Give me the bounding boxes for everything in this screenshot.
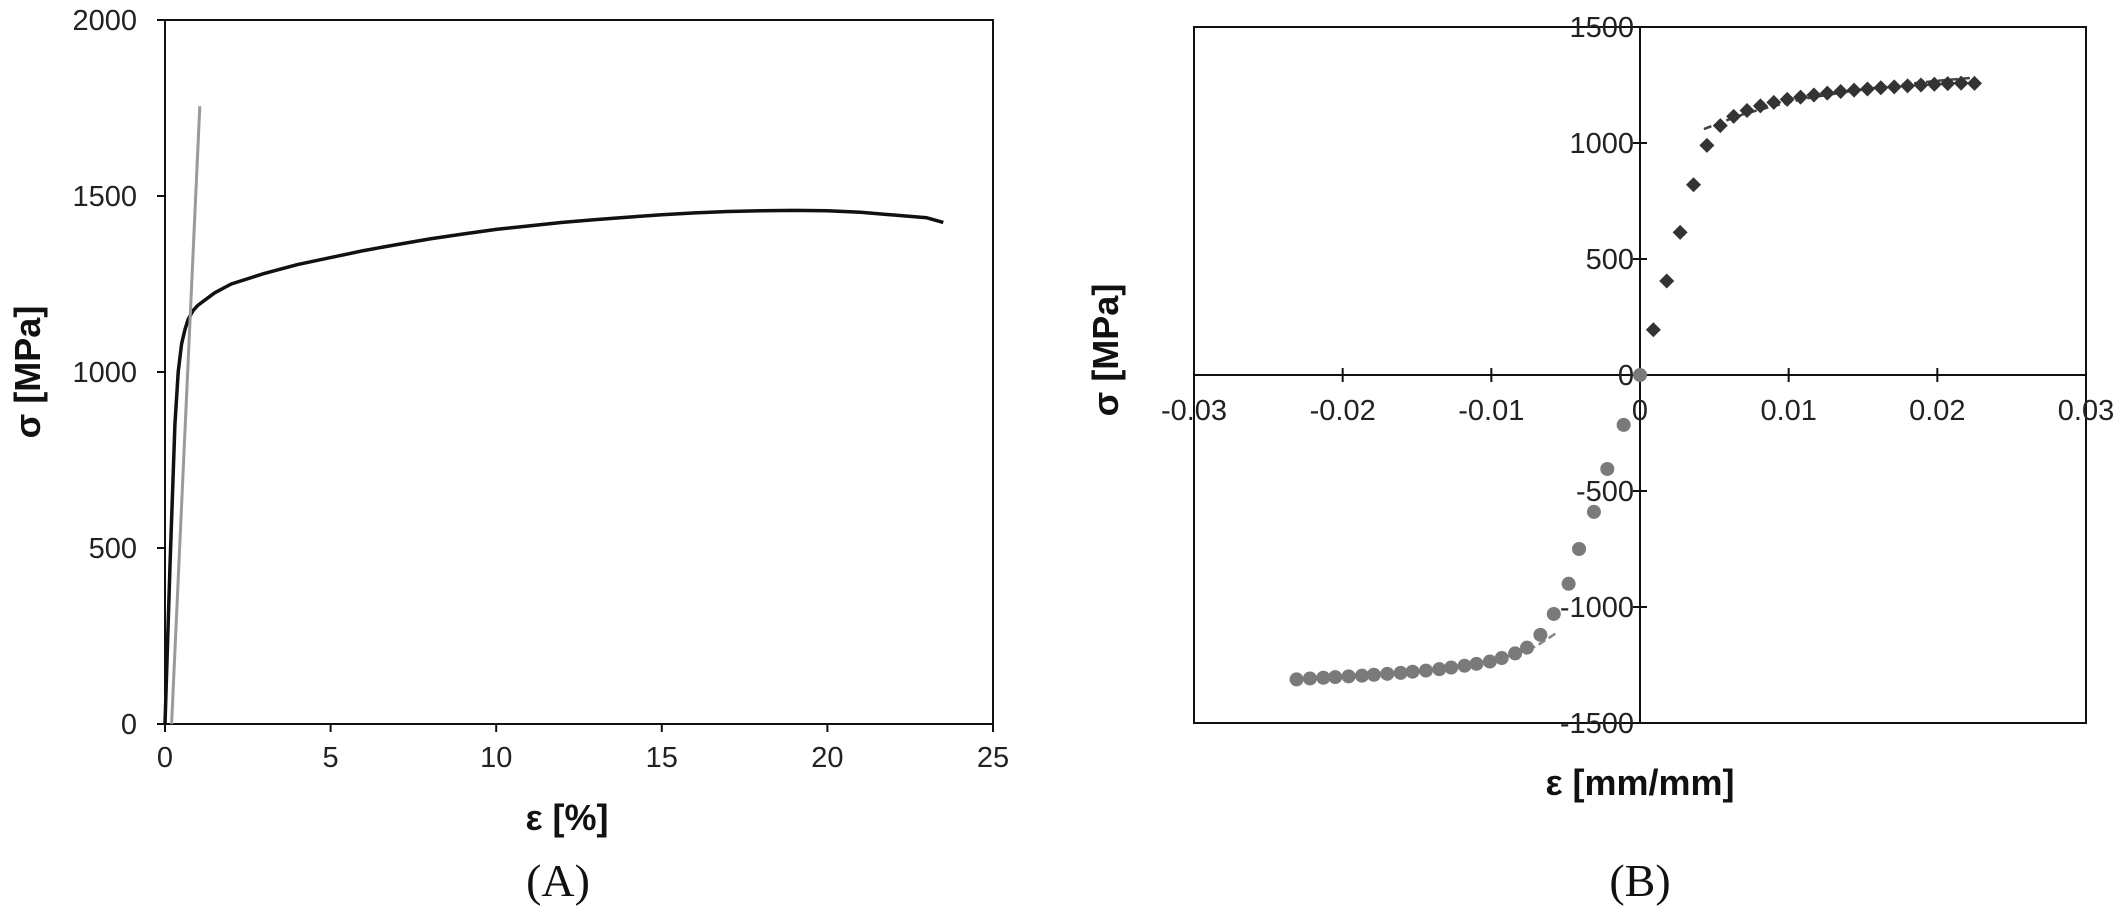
panel-a-label: (A) — [526, 855, 590, 906]
panel-b-y-tick-label: 1000 — [1569, 128, 1634, 160]
panel-a-plot-frame — [164, 19, 994, 725]
panel-b-tension-point — [1659, 273, 1675, 289]
panel-a-y-tick-label: 1500 — [72, 181, 137, 213]
panel-a-elastic-line — [170, 106, 202, 725]
panel-b-tension-point — [1846, 82, 1862, 98]
panel-b-y-axis-title: σ [MPa] — [1085, 284, 1126, 417]
panel-b-compression-point — [1457, 658, 1472, 673]
panel-b-compression-point — [1444, 660, 1459, 675]
panel-b-compression-point — [1469, 656, 1484, 671]
panel-b-y-tick-label: -1500 — [1560, 708, 1634, 740]
panel-b-x-tick-label: 0 — [1632, 395, 1648, 427]
panel-a-x-tick-label: 15 — [646, 742, 678, 774]
panel-b-compression-point — [1405, 664, 1420, 679]
panel-b-tension-point — [1779, 91, 1795, 107]
panel-b-tension-point — [1967, 75, 1982, 91]
panel-b-tension-point — [1699, 137, 1715, 153]
panel-b-tension-point — [1819, 85, 1835, 101]
panel-b-compression-point — [1600, 461, 1615, 476]
panel-a-series — [163, 106, 944, 725]
panel-a-y-tick-label: 500 — [89, 533, 137, 565]
panel-a-stress-strain-curve — [163, 208, 944, 725]
panel-b-compression-point — [1520, 640, 1535, 655]
panel-b-tension-point — [1726, 108, 1742, 124]
panel-b-y-tick-label: 0 — [1618, 360, 1634, 392]
panel-b-x-tick-labels: -0.03 -0.02 -0.01 0 0.01 0.02 0.03 — [1161, 395, 2114, 427]
panel-b-y-tick-labels: -1500 -1000 -500 0 500 1000 1500 — [1560, 12, 1634, 740]
panel-b-compression-point — [1546, 606, 1561, 621]
panel-b-compression-point — [1380, 666, 1395, 681]
panel-a-tick-marks — [157, 19, 994, 732]
panel-b-compression-point — [1366, 667, 1381, 682]
panel-b-y-tick-label: -500 — [1576, 476, 1634, 508]
panel-b-tension-point — [1752, 98, 1768, 114]
panel-b-x-axis-title: ε [mm/mm] — [1545, 762, 1734, 803]
panel-b-y-tick-label: -1000 — [1560, 592, 1634, 624]
panel-b-compression-point — [1432, 662, 1447, 677]
panel-a-y-tick-label: 1000 — [72, 357, 137, 389]
panel-b-tension-point — [1672, 224, 1688, 240]
panel-b-compression-point — [1616, 417, 1631, 432]
panel-b-y-tick-label: 500 — [1586, 244, 1634, 276]
panel-b-tension-point — [1900, 78, 1916, 94]
panel-b-compression-point — [1393, 665, 1408, 680]
panel-b-tension-point — [1873, 80, 1889, 96]
panel-b-compression-point — [1533, 627, 1548, 642]
panel-b-tension-point — [1833, 83, 1849, 99]
panel-a-y-axis-title: σ [MPa] — [7, 306, 48, 439]
panel-b-tension-point — [1645, 322, 1661, 338]
panel-a-x-tick-label: 0 — [157, 742, 173, 774]
panel-b-tension-point — [1940, 76, 1956, 92]
panel-b-tension-point — [1953, 75, 1969, 91]
panel-b-chart: -0.03 -0.02 -0.01 0 0.01 0.02 0.03 -1500-1000-… — [1085, 12, 2114, 906]
panel-b-y-tick-label: 1500 — [1569, 12, 1634, 44]
panel-b-compression-point — [1586, 504, 1601, 519]
panel-b-compression-point — [1418, 663, 1433, 678]
panel-b-x-tick-label: -0.01 — [1458, 395, 1524, 427]
panel-b-tension-point — [1793, 89, 1809, 105]
panel-b-compression-point — [1341, 669, 1356, 684]
panel-b-x-tick-label: 0.02 — [1909, 395, 1965, 427]
panel-b-x-tick-label: 0.03 — [2058, 395, 2114, 427]
panel-b-x-tick-label: -0.02 — [1310, 395, 1376, 427]
panel-a-y-tick-label: 0 — [121, 709, 137, 741]
panel-a-y-tick-labels: 0 500 1000 1500 2000 — [72, 5, 137, 741]
panel-a-x-tick-label: 5 — [323, 742, 339, 774]
panel-b-compression-point — [1482, 654, 1497, 669]
panel-b-tension-point — [1712, 118, 1728, 134]
panel-b-compression-point — [1354, 668, 1369, 683]
panel-a-x-tick-label: 10 — [480, 742, 512, 774]
panel-b-tension-point — [1806, 87, 1822, 103]
panel-b-x-tick-label: 0.01 — [1760, 395, 1816, 427]
panel-a-x-tick-label: 25 — [977, 742, 1009, 774]
panel-b-label: (B) — [1609, 855, 1670, 906]
panel-b-tension-point — [1886, 79, 1902, 95]
panel-b-compression-point — [1302, 671, 1317, 686]
panel-b-tension-point — [1766, 94, 1782, 110]
panel-b-tension-point — [1739, 103, 1755, 119]
panel-b-compression-point — [1572, 542, 1587, 556]
panel-a-x-tick-labels: 0 5 10 15 20 25 — [157, 742, 1009, 774]
panel-b-tension-point — [1686, 177, 1702, 193]
panel-b-compression-point — [1508, 646, 1523, 661]
panel-a-chart: 0 5 10 15 20 25 0 500 1000 1500 2000 ε [%] σ [MPa… — [7, 5, 1009, 906]
panel-b-x-tick-label: -0.03 — [1161, 395, 1227, 427]
panel-b-compression-point — [1561, 576, 1576, 591]
panel-b-tension-point — [1913, 77, 1929, 93]
panel-b-tension-point — [1926, 76, 1942, 92]
panel-b-compression-point — [1328, 670, 1343, 685]
panel-a-x-tick-label: 20 — [811, 742, 843, 774]
panel-b-compression-point — [1494, 651, 1509, 666]
panel-b-compression-point — [1316, 670, 1331, 685]
panel-a-x-axis-title: ε [%] — [525, 797, 608, 838]
panel-b-compression-point — [1633, 368, 1647, 382]
panel-b-tension-point — [1859, 81, 1875, 97]
panel-b-tension-fit-line — [1703, 76, 1975, 131]
panel-b-compression-point — [1289, 672, 1304, 687]
panel-b-series — [1289, 75, 1982, 687]
panel-a-y-tick-label: 2000 — [72, 5, 137, 37]
